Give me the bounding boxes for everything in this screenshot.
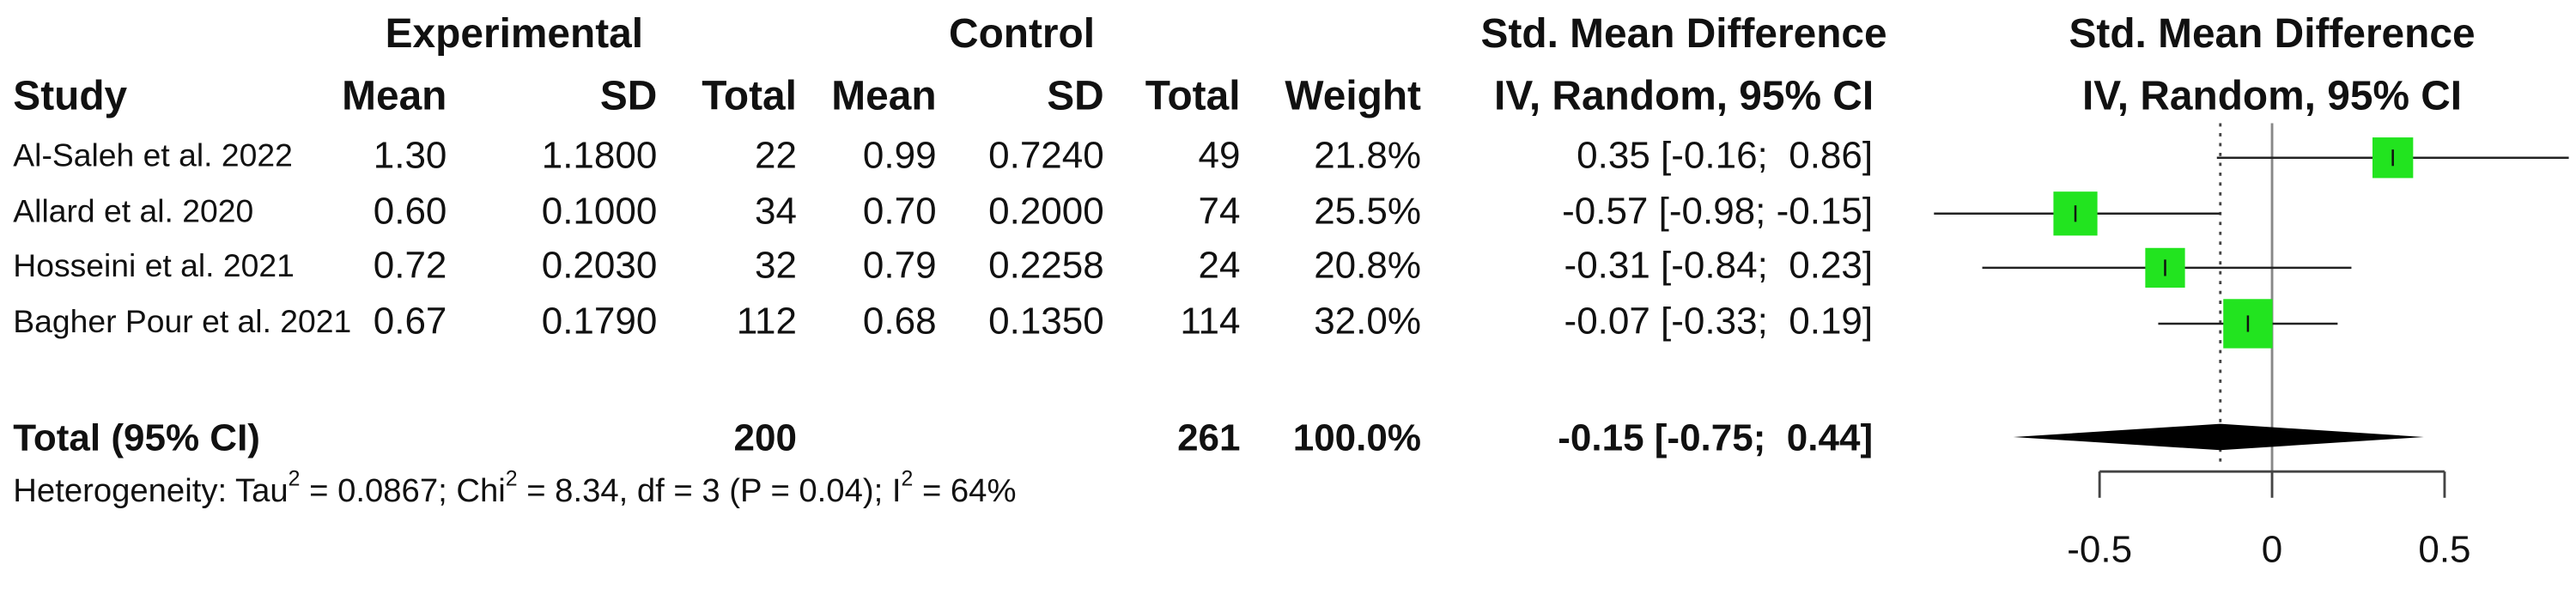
heterogeneity: Heterogeneity: Tau2 = 0.0867; Chi2 = 8.3… — [13, 466, 1016, 509]
study-name: Bagher Pour et al. 2021 — [13, 303, 351, 339]
table-cell: 0.1000 — [542, 190, 658, 232]
table-cell: 0.79 — [863, 245, 937, 287]
total-ci: -0.15 [-0.75; 0.44] — [1558, 416, 1873, 458]
het-sup: 2 — [901, 466, 913, 490]
table-cell: 0.7240 — [988, 134, 1104, 176]
table-cell: 0.2030 — [542, 245, 658, 287]
total-ctrl: 261 — [1177, 416, 1240, 458]
study-name: Allard et al. 2020 — [13, 193, 253, 229]
column-header: Mean — [342, 73, 447, 118]
effect-ci: -0.07 [-0.33; 0.19] — [1564, 301, 1874, 343]
x-tick-label: 0.5 — [2418, 529, 2470, 571]
total-label: Total (95% CI) — [13, 416, 260, 458]
weight: 25.5% — [1314, 190, 1421, 232]
het-text: Heterogeneity: Tau — [13, 472, 288, 509]
table-cell: 114 — [1180, 301, 1240, 343]
column-header: Total — [702, 73, 797, 118]
column-header: Weight — [1285, 73, 1421, 118]
het-text: = 0.0867; Chi — [301, 472, 506, 509]
column-header: SD — [600, 73, 657, 118]
group-header: Control — [949, 11, 1095, 57]
table-cell: 24 — [1199, 245, 1241, 287]
effect-header: IV, Random, 95% CI — [1494, 73, 1874, 118]
table-cell: 32 — [755, 245, 797, 287]
plot-header: Std. Mean Difference — [2069, 11, 2476, 57]
weight: 32.0% — [1314, 301, 1421, 343]
weight: 21.8% — [1314, 134, 1421, 176]
table-cell: 0.67 — [374, 301, 447, 343]
table-cell: 0.2258 — [988, 245, 1104, 287]
effect-ci: 0.35 [-0.16; 0.86] — [1577, 134, 1873, 176]
effect-ci: -0.31 [-0.84; 0.23] — [1564, 245, 1874, 287]
column-header: SD — [1047, 73, 1103, 118]
total-weight: 100.0% — [1293, 416, 1421, 458]
x-tick-label: 0 — [2262, 529, 2282, 571]
het-text: = 8.34, df = 3 (P = 0.04); I — [518, 472, 902, 509]
table-cell: 74 — [1199, 190, 1241, 232]
weight: 20.8% — [1314, 245, 1421, 287]
table-cell: 112 — [737, 301, 797, 343]
column-header: Study — [13, 73, 127, 118]
table-cell: 0.2000 — [988, 190, 1104, 232]
table-cell: 0.70 — [863, 190, 937, 232]
table-cell: 1.1800 — [542, 134, 658, 176]
group-header: Experimental — [386, 11, 643, 57]
table-cell: 0.99 — [863, 134, 937, 176]
effect-ci: -0.57 [-0.98; -0.15] — [1562, 190, 1873, 232]
column-header: Total — [1145, 73, 1241, 118]
plot-header: IV, Random, 95% CI — [2082, 73, 2462, 118]
table-cell: 34 — [755, 190, 797, 232]
table-cell: 22 — [755, 134, 797, 176]
table-cell: 0.68 — [863, 301, 937, 343]
summary-diamond — [2013, 423, 2424, 451]
study-name: Al-Saleh et al. 2022 — [13, 137, 293, 173]
het-text: = 64% — [913, 472, 1016, 509]
effect-header: Std. Mean Difference — [1481, 11, 1887, 57]
study-name: Hosseini et al. 2021 — [13, 247, 295, 283]
table-cell: 49 — [1199, 134, 1241, 176]
table-cell: 0.72 — [374, 245, 447, 287]
total-exp: 200 — [734, 416, 797, 458]
table-cell: 0.1790 — [542, 301, 658, 343]
table-cell: 0.60 — [374, 190, 447, 232]
table-cell: 0.1350 — [988, 301, 1104, 343]
x-tick-label: -0.5 — [2067, 529, 2132, 571]
column-header: Mean — [831, 73, 936, 118]
het-sup: 2 — [289, 466, 301, 490]
table-cell: 1.30 — [374, 134, 447, 176]
het-sup: 2 — [506, 466, 518, 490]
